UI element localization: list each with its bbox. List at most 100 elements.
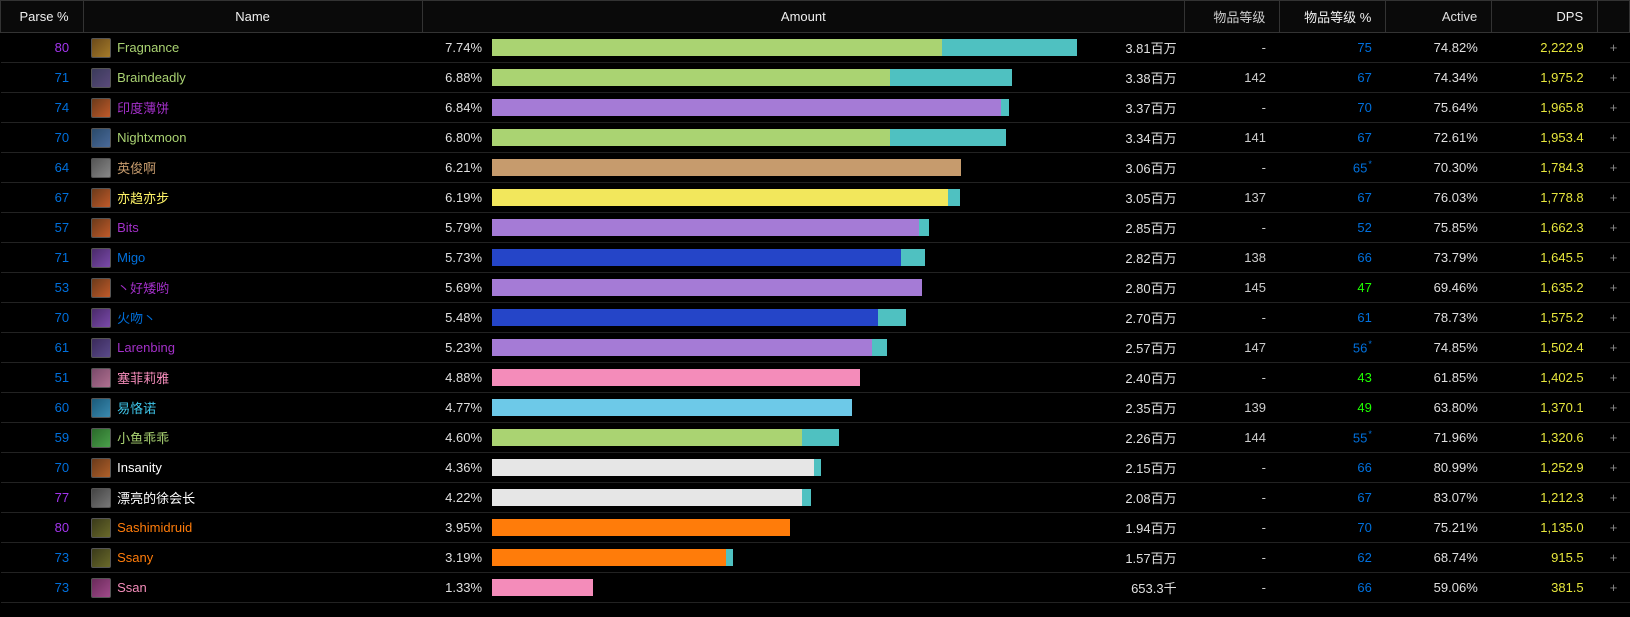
expand-button[interactable]: + bbox=[1598, 273, 1630, 303]
item-level: 144 bbox=[1185, 423, 1280, 453]
bar-segment bbox=[492, 129, 890, 146]
amount-cell: 4.77%2.35百万 bbox=[422, 393, 1185, 423]
player-link[interactable]: 塞菲莉雅 bbox=[117, 368, 169, 387]
player-link[interactable]: Sashimidruid bbox=[117, 520, 192, 535]
class-icon bbox=[91, 368, 111, 388]
item-level: - bbox=[1185, 543, 1280, 573]
amount-bar bbox=[492, 219, 1077, 236]
active-percent: 70.30% bbox=[1386, 153, 1492, 183]
header-amount[interactable]: Amount bbox=[422, 1, 1185, 33]
header-ilvl-pct[interactable]: 物品等级 % bbox=[1280, 1, 1386, 33]
player-link[interactable]: Migo bbox=[117, 250, 145, 265]
expand-button[interactable]: + bbox=[1598, 123, 1630, 153]
bar-segment bbox=[901, 249, 924, 266]
expand-button[interactable]: + bbox=[1598, 573, 1630, 603]
expand-button[interactable]: + bbox=[1598, 333, 1630, 363]
amount-bar bbox=[492, 519, 1077, 536]
header-active[interactable]: Active bbox=[1386, 1, 1492, 33]
player-link[interactable]: 小鱼乖乖 bbox=[117, 428, 169, 447]
player-link[interactable]: 丶好矮哟 bbox=[117, 278, 169, 297]
bar-segment bbox=[492, 429, 802, 446]
player-link[interactable]: Nightxmoon bbox=[117, 130, 186, 145]
expand-button[interactable]: + bbox=[1598, 453, 1630, 483]
active-percent: 68.74% bbox=[1386, 543, 1492, 573]
amount-percent: 6.19% bbox=[430, 190, 482, 205]
amount-percent: 4.60% bbox=[430, 430, 482, 445]
item-level: - bbox=[1185, 213, 1280, 243]
dps-value: 1,402.5 bbox=[1492, 363, 1598, 393]
amount-cell: 6.19%3.05百万 bbox=[422, 183, 1185, 213]
player-link[interactable]: 印度薄饼 bbox=[117, 98, 169, 117]
player-link[interactable]: Larenbing bbox=[117, 340, 175, 355]
player-link[interactable]: 易恪诺 bbox=[117, 398, 156, 417]
player-link[interactable]: 亦趋亦步 bbox=[117, 188, 169, 207]
expand-button[interactable]: + bbox=[1598, 483, 1630, 513]
amount-value: 3.81百万 bbox=[1087, 38, 1177, 57]
expand-button[interactable]: + bbox=[1598, 243, 1630, 273]
expand-button[interactable]: + bbox=[1598, 543, 1630, 573]
parse-percent: 61 bbox=[1, 333, 84, 363]
active-percent: 75.85% bbox=[1386, 213, 1492, 243]
header-parse[interactable]: Parse % bbox=[1, 1, 84, 33]
player-link[interactable]: Ssan bbox=[117, 580, 147, 595]
dps-value: 1,212.3 bbox=[1492, 483, 1598, 513]
active-percent: 72.61% bbox=[1386, 123, 1492, 153]
table-row: 71Migo5.73%2.82百万1386673.79%1,645.5+ bbox=[1, 243, 1630, 273]
bar-segment bbox=[872, 339, 887, 356]
header-name[interactable]: Name bbox=[83, 1, 422, 33]
dps-value: 1,135.0 bbox=[1492, 513, 1598, 543]
expand-button[interactable]: + bbox=[1598, 33, 1630, 63]
player-link[interactable]: Insanity bbox=[117, 460, 162, 475]
player-link[interactable]: 火吻丶 bbox=[117, 308, 156, 327]
dps-value: 1,370.1 bbox=[1492, 393, 1598, 423]
expand-button[interactable]: + bbox=[1598, 213, 1630, 243]
bar-segment bbox=[492, 39, 942, 56]
player-link[interactable]: Ssany bbox=[117, 550, 153, 565]
amount-bar bbox=[492, 159, 1077, 176]
amount-percent: 4.36% bbox=[430, 460, 482, 475]
active-percent: 78.73% bbox=[1386, 303, 1492, 333]
amount-value: 2.40百万 bbox=[1087, 368, 1177, 387]
expand-button[interactable]: + bbox=[1598, 423, 1630, 453]
amount-cell: 3.95%1.94百万 bbox=[422, 513, 1185, 543]
expand-button[interactable]: + bbox=[1598, 93, 1630, 123]
bar-segment bbox=[492, 339, 872, 356]
dps-value: 1,502.4 bbox=[1492, 333, 1598, 363]
amount-cell: 5.79%2.85百万 bbox=[422, 213, 1185, 243]
class-icon bbox=[91, 128, 111, 148]
class-icon bbox=[91, 248, 111, 268]
player-link[interactable]: 英俊啊 bbox=[117, 158, 156, 177]
player-link[interactable]: Fragnance bbox=[117, 40, 179, 55]
expand-button[interactable]: + bbox=[1598, 63, 1630, 93]
amount-bar bbox=[492, 369, 1077, 386]
active-percent: 75.64% bbox=[1386, 93, 1492, 123]
item-level: - bbox=[1185, 483, 1280, 513]
amount-value: 3.34百万 bbox=[1087, 128, 1177, 147]
item-level-percent: 65* bbox=[1280, 153, 1386, 183]
expand-button[interactable]: + bbox=[1598, 303, 1630, 333]
expand-button[interactable]: + bbox=[1598, 513, 1630, 543]
expand-button[interactable]: + bbox=[1598, 393, 1630, 423]
expand-button[interactable]: + bbox=[1598, 153, 1630, 183]
bar-segment bbox=[492, 489, 802, 506]
amount-cell: 6.84%3.37百万 bbox=[422, 93, 1185, 123]
amount-cell: 5.48%2.70百万 bbox=[422, 303, 1185, 333]
item-level-percent: 62 bbox=[1280, 543, 1386, 573]
name-cell: 英俊啊 bbox=[83, 153, 422, 183]
bar-segment bbox=[890, 129, 1006, 146]
header-ilvl[interactable]: 物品等级 bbox=[1185, 1, 1280, 33]
player-link[interactable]: 漂亮的徐会长 bbox=[117, 488, 195, 507]
amount-value: 3.37百万 bbox=[1087, 98, 1177, 117]
item-level: - bbox=[1185, 363, 1280, 393]
amount-bar bbox=[492, 309, 1077, 326]
active-percent: 63.80% bbox=[1386, 393, 1492, 423]
player-link[interactable]: Braindeadly bbox=[117, 70, 186, 85]
player-link[interactable]: Bits bbox=[117, 220, 139, 235]
amount-bar bbox=[492, 129, 1077, 146]
table-row: 74印度薄饼6.84%3.37百万-7075.64%1,965.8+ bbox=[1, 93, 1630, 123]
parse-percent: 74 bbox=[1, 93, 84, 123]
header-dps[interactable]: DPS bbox=[1492, 1, 1598, 33]
expand-button[interactable]: + bbox=[1598, 363, 1630, 393]
amount-bar bbox=[492, 579, 1077, 596]
expand-button[interactable]: + bbox=[1598, 183, 1630, 213]
